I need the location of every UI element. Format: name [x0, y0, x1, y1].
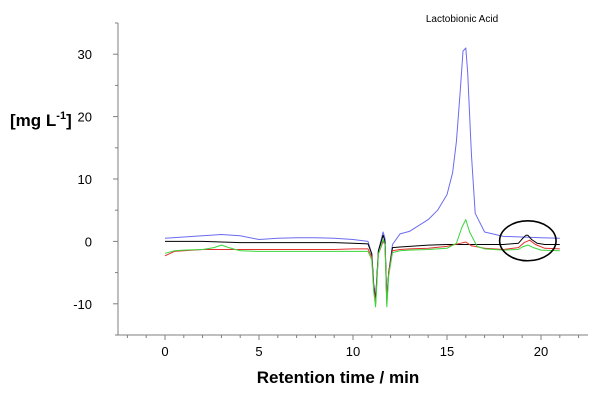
y-tick-label: -10: [73, 297, 92, 312]
x-tick-label: 10: [346, 344, 360, 359]
x-axis-title: Retention time / min: [257, 368, 419, 387]
ticks: -10 0 10 20 30 0 5 10 15 20: [73, 22, 580, 359]
x-tick-label: 5: [255, 344, 262, 359]
x-tick-label: 15: [440, 344, 454, 359]
y-axis-title-superscript: -1: [56, 110, 66, 122]
y-tick-label: 30: [78, 47, 92, 62]
y-tick-label: 20: [78, 110, 92, 125]
y-tick-label: 0: [85, 234, 92, 249]
series: [164, 47, 560, 308]
y-axis-title: [mg L-1]: [10, 110, 72, 130]
x-tick-label: 0: [161, 344, 168, 359]
peak-annotation-label: Lactobionic Acid: [426, 14, 498, 25]
series-line-1: [164, 47, 560, 299]
series-line-4: [164, 219, 560, 308]
axes: [117, 23, 588, 336]
peak-highlight-circle: [498, 220, 557, 262]
y-axis-title-main: [mg L: [10, 111, 56, 130]
y-axis-title-close: ]: [66, 111, 72, 130]
y-tick-label: 10: [78, 172, 92, 187]
x-tick-label: 20: [534, 344, 548, 359]
